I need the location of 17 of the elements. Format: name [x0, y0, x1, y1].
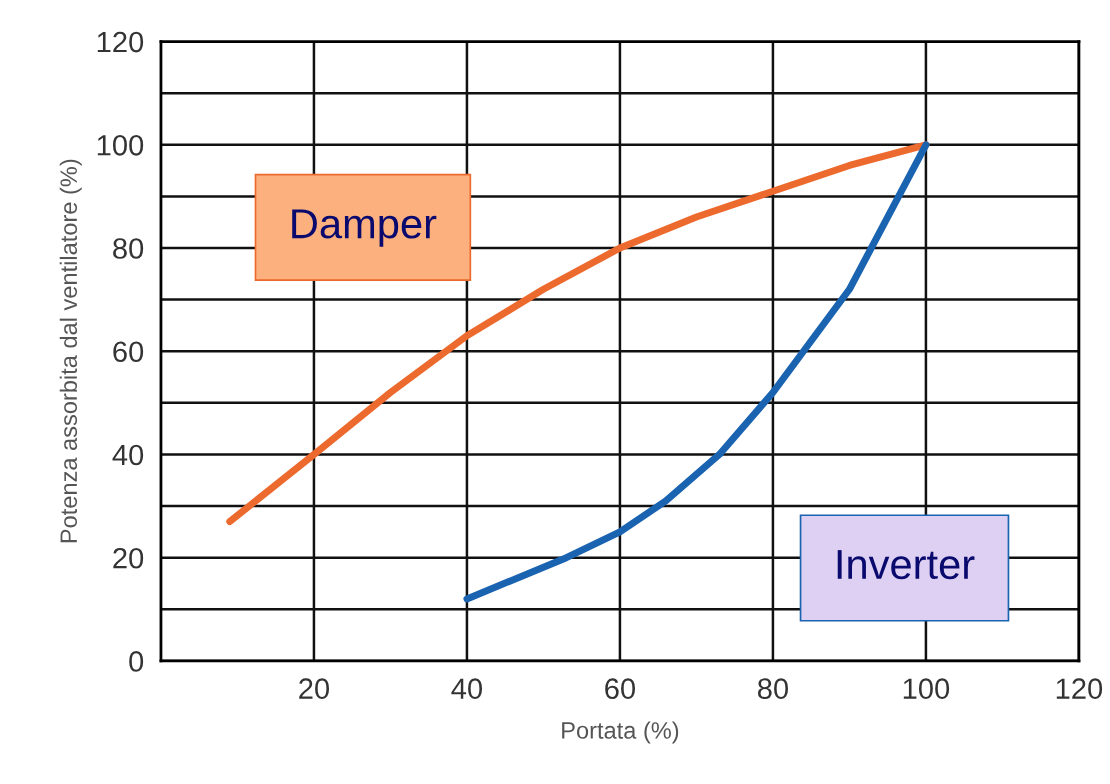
- y-axis-title: Potenza assorbita dal ventilatore (%): [59, 159, 82, 543]
- x-tick-label: 80: [757, 678, 789, 699]
- x-tick-label: 60: [605, 678, 636, 699]
- y-tick-label: 0: [129, 651, 144, 672]
- x-tick-label: 40: [451, 678, 483, 699]
- y-tick-label: 100: [97, 134, 144, 156]
- text: Inverter: [837, 550, 975, 580]
- x-tick-label: 20: [299, 678, 330, 699]
- text: Damper: [292, 209, 437, 247]
- x-axis-title: Portata (%): [562, 721, 679, 744]
- y-tick-label: 60: [113, 341, 144, 363]
- y-tick-label: 20: [113, 547, 144, 569]
- y-tick-label: 40: [112, 444, 144, 466]
- x-tick-label: 100: [903, 678, 950, 699]
- x-tick-label: 120: [1056, 678, 1103, 699]
- y-tick-label: 120: [97, 31, 144, 53]
- y-tick-label: 80: [113, 238, 144, 259]
